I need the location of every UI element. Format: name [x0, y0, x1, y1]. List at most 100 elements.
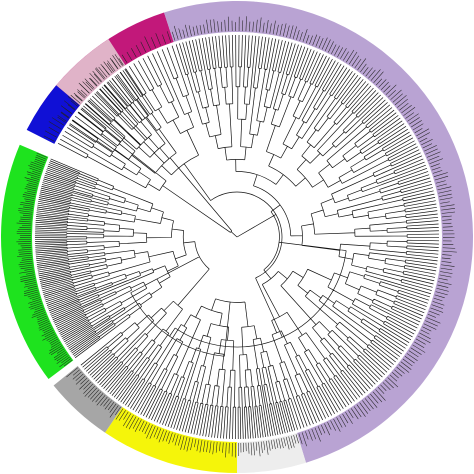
leaf-label — [414, 341, 425, 348]
leaf-label — [219, 442, 221, 452]
leaf-label — [362, 67, 369, 75]
leaf-label — [82, 81, 93, 92]
leaf-label — [373, 71, 384, 83]
leaf-label — [333, 418, 341, 432]
leaf-label — [199, 25, 202, 35]
leaf-label — [63, 100, 76, 110]
leaf-label — [24, 287, 38, 292]
leaf-label — [317, 426, 323, 435]
leaf-label — [248, 442, 250, 454]
leaf-label — [390, 89, 402, 100]
leaf-label — [213, 19, 216, 33]
leaf-label — [203, 24, 206, 34]
leaf-label — [409, 117, 420, 125]
leaf-label — [75, 373, 84, 381]
leaf-label — [23, 291, 39, 297]
leaf-label — [439, 197, 453, 201]
leaf-label — [305, 34, 310, 44]
leaf-label — [25, 272, 35, 275]
leaf-label — [18, 251, 32, 253]
leaf-label — [114, 406, 121, 416]
leaf-label — [425, 320, 438, 327]
leaf-label — [301, 432, 307, 447]
leaf-label — [396, 366, 405, 374]
leaf-label — [431, 304, 443, 309]
leaf-label — [375, 78, 383, 86]
leaf-label — [20, 278, 36, 282]
leaf-label — [149, 425, 156, 439]
leaf-label — [28, 182, 38, 186]
leaf-label — [111, 59, 119, 69]
leaf-label — [30, 161, 44, 167]
leaf-label — [56, 348, 65, 354]
leaf-label — [26, 171, 41, 177]
leaf-label — [24, 282, 37, 286]
leaf-label — [196, 439, 200, 452]
leaf-label — [95, 393, 104, 403]
leaf-label — [50, 347, 64, 356]
leaf-label — [28, 302, 42, 308]
leaf-label — [48, 121, 62, 130]
leaf-label — [388, 90, 396, 98]
leaf-label — [440, 201, 450, 204]
leaf-label — [180, 436, 185, 450]
leaf-label — [34, 160, 45, 165]
leaf-label — [54, 351, 67, 361]
leaf-label — [285, 436, 290, 450]
leaf-label — [150, 37, 156, 48]
leaf-label — [72, 369, 80, 376]
leaf-label — [422, 326, 432, 332]
leaf-label — [80, 377, 88, 385]
leaf-label — [87, 387, 98, 398]
leaf-label — [312, 34, 318, 46]
leaf-label — [24, 280, 36, 284]
clade-band-pink — [56, 39, 126, 106]
leaf-label — [403, 107, 416, 116]
leaf-label — [61, 356, 70, 364]
leaf-label — [24, 268, 34, 271]
leaf-label — [24, 289, 39, 294]
leaf-label — [21, 225, 32, 227]
leaf-label — [417, 335, 431, 344]
leaf-label — [429, 158, 443, 164]
leaf-label — [24, 177, 39, 182]
leaf-label — [17, 255, 32, 257]
leaf-label — [280, 438, 284, 449]
leaf-label — [20, 202, 34, 205]
leaf-label — [26, 184, 38, 188]
leaf-label — [289, 25, 294, 38]
leaf-label — [432, 301, 445, 306]
leaf-label — [67, 96, 79, 106]
leaf-label — [377, 386, 385, 394]
leaf-label — [70, 94, 81, 104]
leaf-label — [21, 256, 33, 259]
leaf-label — [383, 85, 391, 93]
leaf-label — [314, 427, 321, 442]
leaf-label — [60, 111, 70, 118]
leaf-label — [90, 389, 100, 400]
leaf-label — [19, 253, 32, 255]
leaf-label — [155, 33, 161, 46]
leaf-label — [28, 165, 43, 171]
leaf-label — [30, 163, 43, 169]
leaf-label — [385, 84, 397, 95]
leaf-label — [158, 429, 165, 443]
leaf-label — [255, 19, 258, 32]
leaf-label — [440, 204, 455, 208]
leaf-label — [126, 51, 132, 61]
leaf-label — [98, 66, 108, 78]
leaf-label — [209, 19, 213, 33]
leaf-label — [38, 321, 50, 327]
leaf-label — [370, 393, 379, 404]
leaf-label — [382, 382, 391, 390]
leaf-label — [415, 338, 426, 345]
leaf-label — [399, 102, 409, 111]
leaf-label — [430, 163, 440, 168]
leaf-label — [442, 219, 452, 221]
leaf-label — [255, 442, 258, 451]
leaf-label — [327, 421, 332, 430]
leaf-label — [295, 434, 299, 444]
leaf-label — [25, 186, 37, 190]
leaf-label — [107, 401, 115, 411]
leaf-label — [95, 68, 105, 80]
